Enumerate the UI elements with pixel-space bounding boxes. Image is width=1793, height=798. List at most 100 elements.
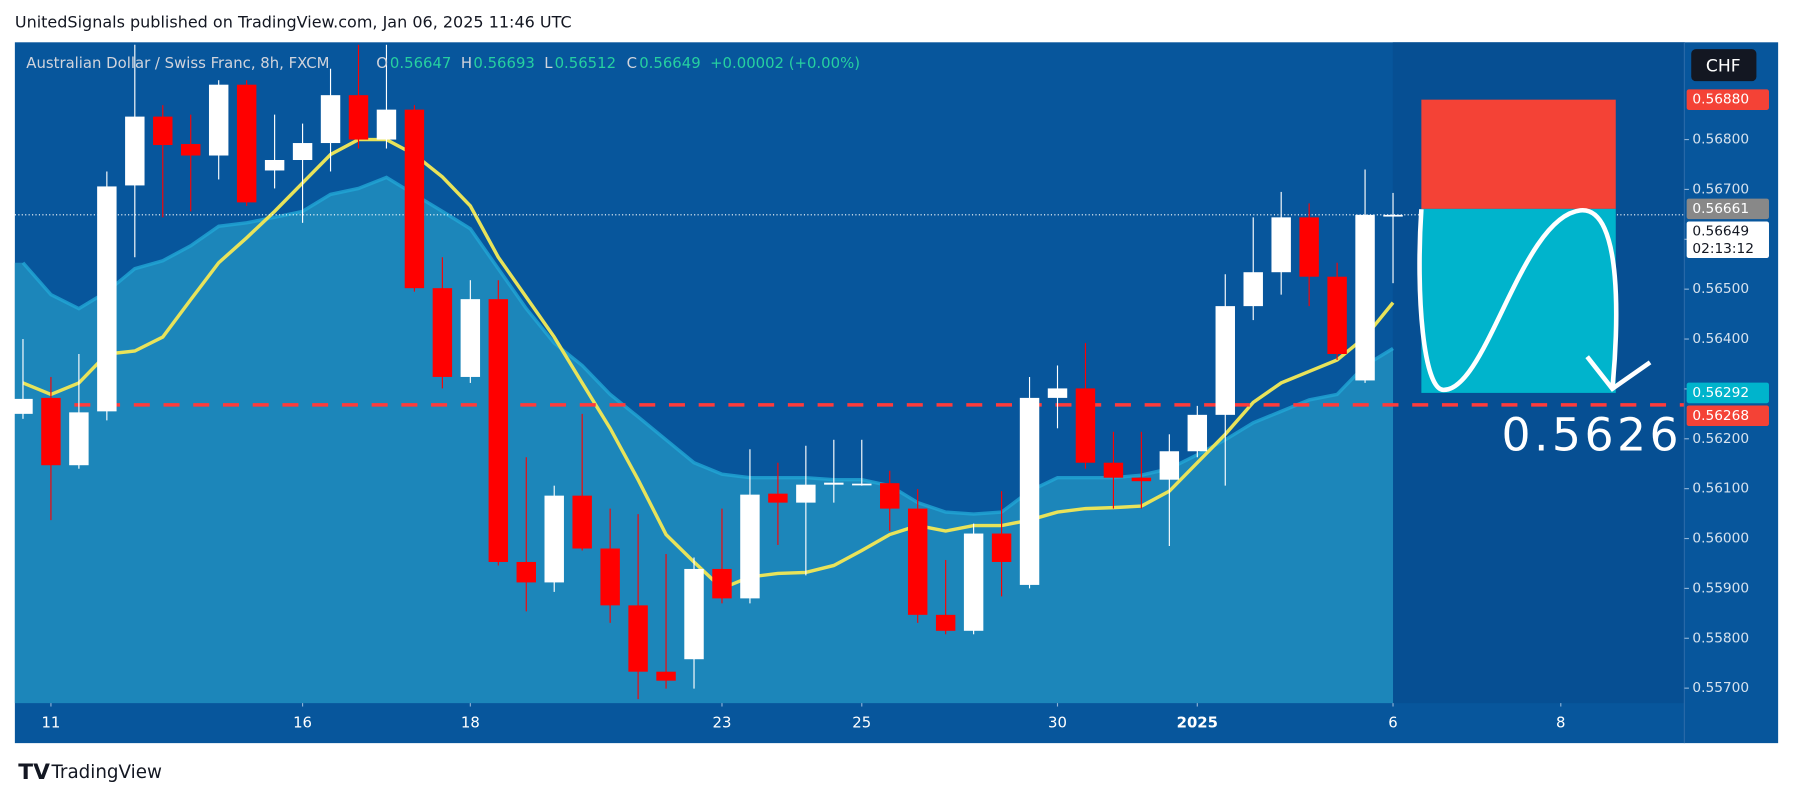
y-tick-label: 0.55900 [1692,580,1749,596]
stop-zone [1421,99,1616,209]
candle-body [1187,414,1208,452]
candle-body [712,568,732,599]
drawings [1421,99,1616,393]
candle-body [1243,272,1263,307]
ma-line [22,137,1395,591]
candle-body [1215,306,1235,415]
ohlc-legend: Australian Dollar / Swiss Franc, 8h, FXC… [26,54,860,72]
legend-key: H [461,54,472,72]
candle-body [796,484,816,503]
candle-body [852,483,872,486]
x-tick-label: 2025 [1177,714,1218,732]
candle-body [1383,214,1403,217]
candle-body [320,95,341,144]
candle-body [13,398,33,414]
x-tick-label: 16 [293,714,312,732]
candle-body [544,495,564,583]
candle-body [991,533,1012,562]
price-label: 0.56661 [1692,201,1749,217]
legend-key: O [376,54,388,72]
band-area [14,177,1394,704]
candle-body [153,116,173,146]
legend-key: L [544,54,553,72]
plot [13,44,1685,704]
candle-body [1355,214,1375,381]
currency-label[interactable]: CHF [1706,56,1741,76]
candle-body [208,84,229,156]
candle-body [1271,217,1291,273]
price-label: 0.56292 [1692,385,1749,401]
candle-body [600,548,620,606]
x-tick-label: 30 [1048,714,1067,732]
candle-body [880,483,900,509]
candle-body [572,495,592,549]
candle-body [69,412,89,466]
legend-key: C [627,54,637,72]
y-tick-label: 0.56200 [1692,431,1749,447]
candle-body [181,144,201,156]
x-tick-label: 8 [1556,714,1565,732]
candle-body [292,143,313,160]
arrow-head [1585,355,1652,392]
candle-body [1159,451,1180,480]
candle-body [684,568,704,660]
y-tick-label: 0.56700 [1692,181,1749,197]
target-zone [1421,208,1616,393]
y-tick-label: 0.55800 [1692,630,1749,646]
price-label: 0.56649 [1692,224,1749,240]
candle-body [264,159,285,171]
candle-body [1047,388,1068,398]
publish-header: UnitedSignals published on TradingView.c… [15,12,572,31]
x-tick-label: 25 [852,714,871,732]
candle-body [1131,477,1152,482]
candle-body [824,482,844,485]
candle-body [41,397,61,466]
candle-body [768,493,788,503]
candle-body [236,84,257,203]
candle-body [1075,388,1096,463]
symbol-title: Australian Dollar / Swiss Franc, 8h, FXC… [26,54,329,72]
candle-body [516,561,536,583]
candle-body [404,109,425,289]
x-tick-label: 6 [1388,714,1397,732]
price-label-box [1686,89,1769,110]
candle-body [963,533,984,631]
candle-body [432,288,453,377]
x-tick-label: 11 [41,714,60,732]
candle-body [656,671,676,681]
candle-body [907,508,928,615]
candle-body [97,186,117,412]
brand-name: TradingView [50,762,162,783]
countdown: 02:13:12 [1692,241,1754,257]
price-label-box [1686,221,1769,259]
x-tick-label: 23 [713,714,732,732]
y-tick-label: 0.56400 [1692,331,1749,347]
y-tick-label: 0.56800 [1692,132,1749,148]
price-label-box [1686,198,1769,220]
candle-body [376,109,397,140]
price-label-box [1686,405,1769,427]
candle-body [1299,217,1319,277]
candle-body [1019,397,1040,585]
axes: 0.55700 0.55800 0.55900 0.56000 0.56100 0.562… [41,42,1769,744]
y-tick-label: 0.56500 [1692,281,1749,297]
legend-change: +0.00002 (+0.00%) [710,54,860,72]
legend-value: 0.56649 [639,54,700,72]
legend-value: 0.56647 [390,54,451,72]
legend-value: 0.56512 [555,54,616,72]
candle-body [740,494,760,599]
candle-body [1103,462,1124,478]
candle-body [348,95,369,140]
price-label-box [1686,382,1769,404]
x-tick-label: 18 [461,714,480,732]
currency-button[interactable] [1691,49,1757,82]
candle-body [460,299,481,377]
candle-body [628,605,648,672]
candle-body [935,614,956,631]
candle-body [488,299,509,562]
legend-value: 0.56693 [473,54,534,72]
y-tick-label: 0.55700 [1692,680,1749,696]
y-tick-label: 0.56100 [1692,481,1749,497]
candle-body [1327,276,1347,355]
